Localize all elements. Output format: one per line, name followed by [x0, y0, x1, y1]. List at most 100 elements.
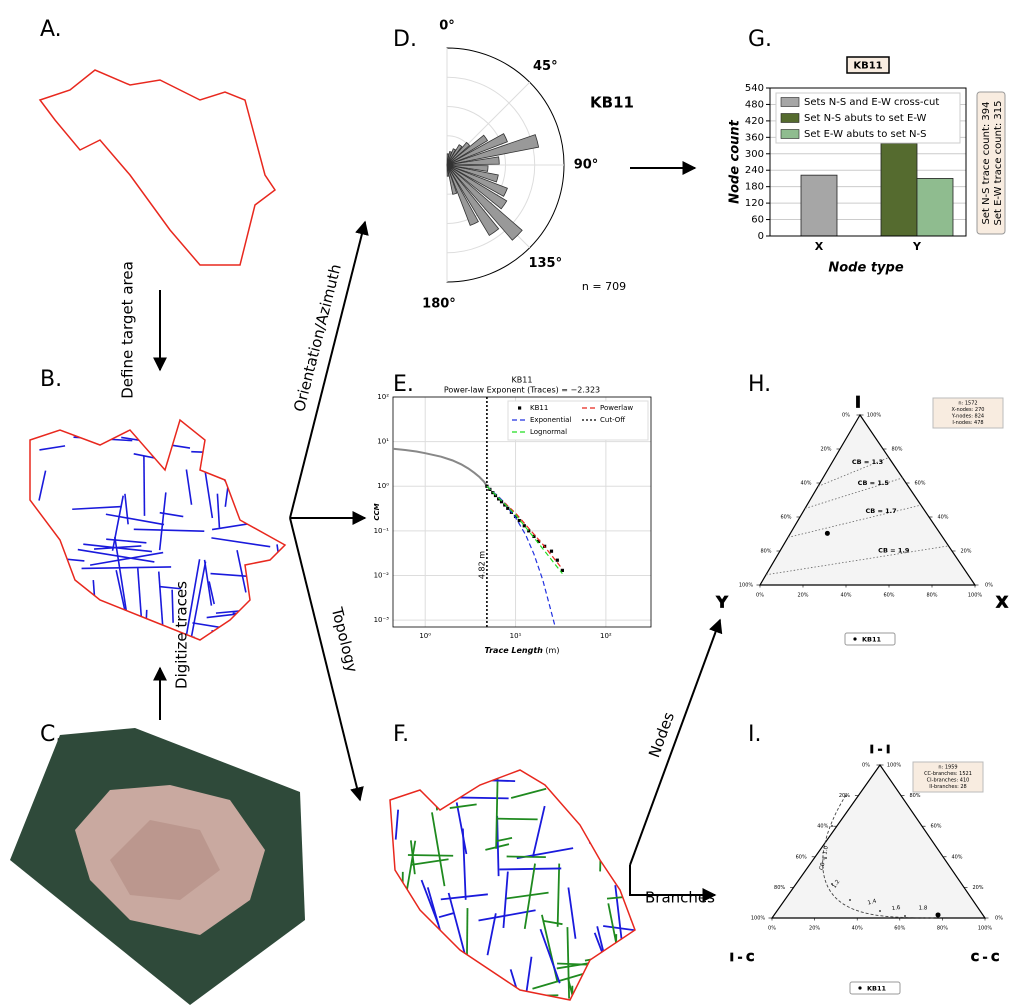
branch — [532, 972, 589, 989]
contour-dot — [849, 899, 851, 901]
trace — [82, 567, 172, 569]
y-tick-label: 300 — [745, 149, 764, 160]
contour-label: CB = 1.3 — [852, 458, 883, 466]
ternary-tick-label: 60% — [914, 481, 925, 487]
trace — [133, 615, 139, 678]
trace — [31, 415, 67, 421]
vertex-label: I - C — [730, 951, 754, 964]
chart-title: KB11 — [853, 61, 882, 72]
trace — [186, 469, 191, 504]
info-text: I-nodes: 478 — [952, 420, 983, 426]
info-text: Y-nodes: 824 — [951, 414, 984, 420]
arrow-label: Define target area — [119, 261, 137, 399]
x-tick-label: 10² — [600, 632, 612, 640]
contour-label: CB = 1.5 — [858, 479, 890, 487]
trace — [72, 507, 122, 510]
vertex-label: X — [996, 593, 1009, 612]
trace — [211, 630, 213, 704]
x-axis-title-main: Trace Length — [485, 646, 544, 655]
ternary-tick-label: 40% — [840, 593, 851, 599]
trace — [244, 638, 250, 687]
info-text: X-nodes: 270 — [952, 407, 985, 413]
arrow — [630, 620, 720, 865]
panel-label: A. — [40, 17, 62, 42]
branch — [574, 784, 635, 790]
branch — [497, 838, 512, 841]
legend-swatch — [781, 98, 799, 107]
trace — [30, 614, 101, 622]
chart-subtitle: Power-law Exponent (Traces) = −2.323 — [444, 386, 600, 395]
x-tick-label: X — [815, 240, 824, 253]
topology-map — [387, 767, 667, 1007]
ternary-tick-label: 80% — [937, 926, 948, 932]
legend-label: Lognormal — [530, 428, 567, 436]
y-tick-label: 10⁻¹ — [374, 527, 390, 535]
y-axis-title: CCM — [373, 503, 381, 520]
ternary-tick-label: 60% — [894, 926, 905, 932]
y-tick-label: 10¹ — [377, 438, 389, 446]
ternary-tick-label: 0% — [756, 593, 764, 599]
y-tick-label: 480 — [745, 99, 764, 110]
area-outline — [390, 770, 635, 1000]
info-text: II-branches: 28 — [929, 784, 966, 790]
legend-label: Set N-S abuts to set E-W — [804, 113, 927, 124]
angle-label: 90° — [574, 158, 599, 173]
angle-label: 180° — [422, 297, 456, 312]
branch — [397, 954, 451, 964]
trace — [205, 472, 212, 518]
ternary-tick-label: 100% — [968, 593, 983, 599]
trace — [218, 630, 224, 666]
trace-map — [29, 415, 369, 717]
trace — [265, 419, 286, 420]
branch — [432, 812, 445, 886]
branch — [589, 839, 619, 844]
x-tick-label: 10¹ — [510, 632, 522, 640]
angle-label: 0° — [439, 19, 455, 34]
ternary-tick-label: 20% — [960, 549, 971, 555]
panel-label: B. — [40, 367, 62, 392]
branch — [615, 934, 616, 1003]
side-note: Set N-S trace count: 394 — [981, 101, 992, 224]
data-point — [556, 559, 559, 562]
branch — [597, 926, 610, 977]
ternary-tick-label: 100% — [978, 926, 993, 932]
ternary-tick-label: 60% — [930, 824, 941, 830]
branch — [467, 908, 468, 957]
branch — [417, 981, 421, 1007]
branch — [421, 988, 427, 1007]
trace — [63, 571, 83, 650]
side-note: Set E-W trace count: 315 — [993, 100, 1004, 225]
arrow-label: Topology — [327, 605, 361, 675]
branch — [558, 864, 560, 927]
angle-label: 45° — [533, 59, 558, 74]
legend-swatch — [781, 114, 799, 123]
trace — [144, 457, 145, 516]
ternary-tick-label: 60% — [780, 515, 791, 521]
legend-label: Powerlaw — [600, 404, 633, 412]
ternary-tick-label: 100% — [739, 583, 754, 589]
y-tick-label: 180 — [745, 182, 764, 193]
branch — [408, 855, 453, 856]
legend-label: Exponential — [530, 416, 571, 424]
branch — [533, 806, 545, 857]
y-tick-label: 240 — [745, 165, 764, 176]
legend-swatch — [781, 130, 799, 139]
contour-dot — [845, 795, 847, 797]
branch — [439, 913, 454, 917]
data-line — [393, 449, 487, 486]
ternary-tick-label: 20% — [809, 926, 820, 932]
figure: A. B. C. D. E. F. G. H. I. Define target… — [0, 0, 1011, 1007]
info-text: CI-branches: 410 — [927, 778, 970, 784]
x-axis-title: Node type — [828, 261, 903, 276]
trace — [237, 550, 246, 592]
trace — [208, 459, 229, 460]
branch — [420, 790, 442, 791]
ternary-tick-label: 100% — [867, 413, 882, 419]
branch — [585, 773, 598, 825]
trace — [258, 429, 340, 446]
arrow-label: Digitize traces — [173, 581, 191, 689]
ternary-tick-label: 20% — [797, 593, 808, 599]
info-text: n: 1959 — [938, 765, 957, 771]
data-point — [550, 550, 553, 553]
data-point — [936, 912, 941, 917]
